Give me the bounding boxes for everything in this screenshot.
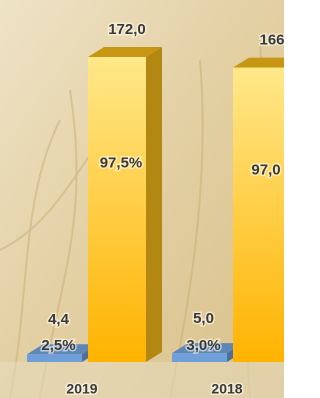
value-label: 4,4 — [48, 311, 70, 328]
share-label: 2,5% — [41, 337, 75, 354]
bar-side — [146, 47, 162, 362]
bar — [88, 57, 146, 362]
page: 20194,42,5%172,097,5%20185,03,0%16697,0 … — [0, 0, 320, 398]
value-label: 166 — [259, 32, 284, 49]
value-label: 5,0 — [193, 310, 214, 327]
bar — [172, 353, 227, 362]
bar — [27, 354, 82, 362]
share-label: 3,0% — [186, 337, 220, 354]
chart: 2019 4,4 2,5% 172,0 97,5% 2018 5,0 3,0% 166 97,0 — [0, 0, 284, 398]
share-label: 97,0 — [251, 162, 280, 179]
x-tick-label: 2019 — [66, 381, 97, 397]
x-tick-label: 2018 — [211, 381, 242, 397]
share-label: 97,5% — [100, 155, 143, 172]
value-label: 172,0 — [108, 21, 146, 38]
bar — [233, 68, 284, 362]
